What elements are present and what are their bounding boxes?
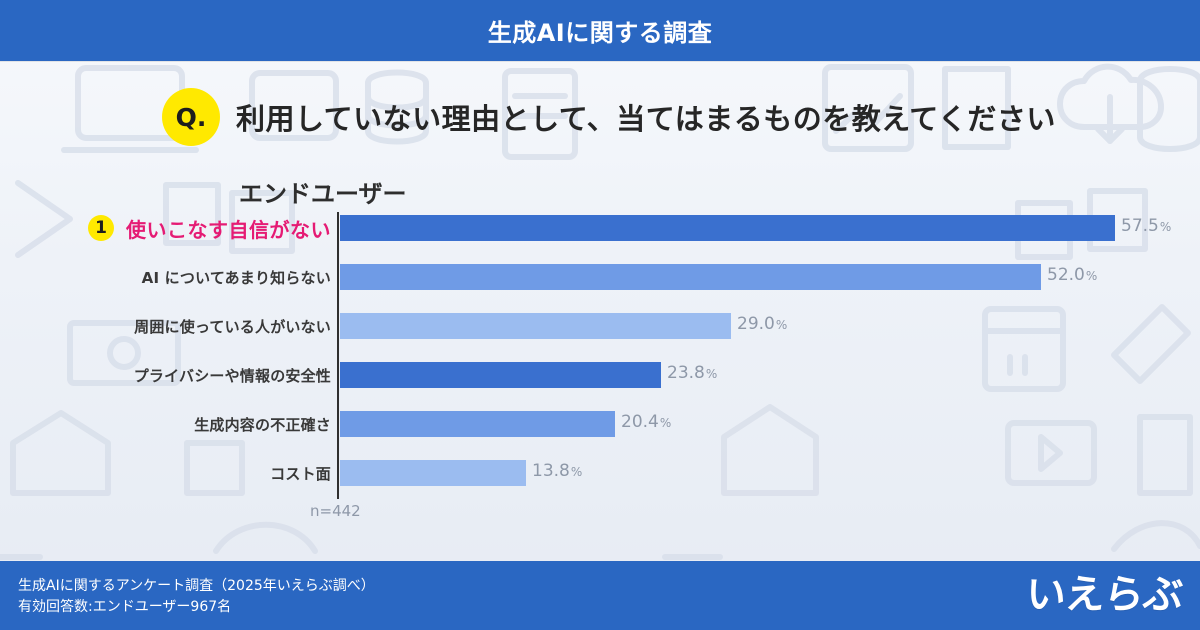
category-label-6: コスト面 [270, 464, 331, 483]
book-icon [502, 68, 578, 160]
circle-icon [213, 521, 318, 554]
footer-bar: 生成AIに関するアンケート調査（2025年いえらぶ調べ） 有効回答数:エンドユー… [0, 561, 1200, 630]
bar-row-5: 生成内容の不正確さ 20.4% [30, 411, 1170, 437]
bar-6 [340, 460, 526, 486]
question-row: Q. 利用していない理由として、当てはまるものを教えてください [162, 88, 1056, 146]
value-label-1: 57.5% [1121, 216, 1172, 236]
bar-row-2: AI についてあまり知らない 52.0% [30, 264, 1170, 290]
house-card-icon [229, 190, 295, 254]
calendar-31-icon [982, 306, 1066, 392]
bar-5 [340, 411, 615, 437]
question-text: 利用していない理由として、当てはまるものを教えてください [236, 102, 1056, 136]
edit-icon [1111, 304, 1191, 384]
value-label-3: 29.0% [737, 314, 788, 334]
value-label-6: 13.8% [532, 461, 583, 481]
sample-size-label: n=442 [310, 502, 361, 520]
pencil-ruler-icon [15, 180, 73, 258]
bar-3 [340, 313, 731, 339]
mascot-house-icon-2 [721, 404, 819, 496]
mascot-house-icon [10, 410, 111, 496]
chart-icon [822, 64, 914, 152]
bar-chart: 1 使いこなす自信がない 57.5% AI についてあまり知らない 52.0% 周囲に使っ… [30, 205, 1172, 505]
category-label-1: 使いこなす自信がない [126, 217, 331, 242]
value-label-5: 20.4% [621, 412, 672, 432]
category-label-2: AI についてあまり知らない [141, 268, 331, 287]
category-label-wrap-3: 周囲に使っている人がいない [134, 313, 331, 339]
calendar-icon [942, 66, 1011, 150]
calculator-icon [163, 182, 221, 246]
category-label-wrap-1: 1 使いこなす自信がない [88, 215, 331, 242]
document-stack-icon [1137, 414, 1193, 496]
database-icon [365, 69, 429, 145]
rank-badge: 1 [88, 215, 114, 241]
file-icon [184, 440, 245, 496]
category-label-3: 周囲に使っている人がいない [134, 317, 331, 336]
video-icon [1005, 420, 1097, 486]
category-label-4: プライバシーや情報の安全性 [133, 366, 331, 385]
value-label-4: 23.8% [667, 363, 718, 383]
money-icon [67, 320, 181, 386]
storage-icon [1137, 66, 1200, 152]
bar-2 [340, 264, 1041, 290]
footer-source-line: 生成AIに関するアンケート調査（2025年いえらぶ調べ） [18, 578, 375, 594]
bar-row-3: 周囲に使っている人がいない 29.0% [30, 313, 1170, 339]
y-axis-line [337, 212, 339, 499]
brand-logo: いえらぶ [1024, 572, 1184, 618]
screen-icon [249, 70, 339, 141]
bar-row-6: コスト面 13.8% [30, 460, 1170, 486]
bar-4 [340, 362, 661, 388]
category-label-wrap-6: コスト面 [270, 460, 331, 486]
cloud-icon [1057, 63, 1164, 130]
category-label-5: 生成内容の不正確さ [194, 415, 331, 434]
category-label-wrap-4: プライバシーや情報の安全性 [134, 362, 331, 388]
pie-icon [1111, 520, 1200, 552]
category-label-wrap-2: AI についてあまり知らない [142, 264, 331, 290]
header-title: 生成AIに関する調査 [487, 19, 713, 47]
value-label-2: 52.0% [1047, 265, 1098, 285]
bar-1 [340, 215, 1115, 241]
footer-response-line: 有効回答数:エンドユーザー967名 [18, 599, 232, 615]
header-bar: 生成AIに関する調査 [0, 0, 1200, 61]
bar-row-1: 1 使いこなす自信がない 57.5% [30, 215, 1172, 242]
background-pattern [0, 63, 1200, 560]
bar-row-4: プライバシーや情報の安全性 23.8% [30, 362, 1170, 388]
segment-title: エンドユーザー [239, 180, 407, 208]
question-badge: Q. [162, 88, 220, 146]
category-label-wrap-5: 生成内容の不正確さ [194, 411, 331, 437]
